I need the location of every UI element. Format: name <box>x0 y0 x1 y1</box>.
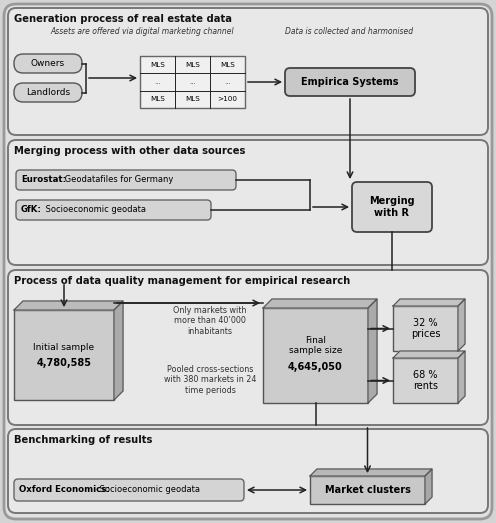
Polygon shape <box>14 301 123 310</box>
Polygon shape <box>393 299 465 306</box>
Text: Pooled cross-sections
with 380 markets in 24
time periods: Pooled cross-sections with 380 markets i… <box>164 365 256 395</box>
Text: ...: ... <box>189 79 196 85</box>
Polygon shape <box>393 351 465 358</box>
Text: Owners: Owners <box>31 59 65 68</box>
Text: 4,780,585: 4,780,585 <box>37 358 91 368</box>
FancyBboxPatch shape <box>352 182 432 232</box>
Text: MLS: MLS <box>220 62 235 67</box>
Polygon shape <box>458 351 465 403</box>
Text: Oxford Economics:: Oxford Economics: <box>19 485 110 495</box>
FancyBboxPatch shape <box>14 54 82 73</box>
Bar <box>393 358 458 403</box>
Bar <box>310 476 425 504</box>
FancyBboxPatch shape <box>8 429 488 513</box>
Text: Merging
with R: Merging with R <box>369 196 415 218</box>
Polygon shape <box>368 299 377 403</box>
Text: Generation process of real estate data: Generation process of real estate data <box>14 14 232 24</box>
Text: ...: ... <box>154 79 161 85</box>
Text: MLS: MLS <box>185 96 200 103</box>
Text: Process of data quality management for empirical research: Process of data quality management for e… <box>14 276 350 286</box>
FancyBboxPatch shape <box>8 270 488 425</box>
Text: ...: ... <box>224 79 231 85</box>
Text: Socioeconomic geodata: Socioeconomic geodata <box>43 206 146 214</box>
Text: Market clusters: Market clusters <box>324 485 410 495</box>
FancyBboxPatch shape <box>285 68 415 96</box>
FancyBboxPatch shape <box>4 4 492 519</box>
Text: 4,645,050: 4,645,050 <box>288 362 343 372</box>
Bar <box>263 308 368 403</box>
Text: Benchmarking of results: Benchmarking of results <box>14 435 152 445</box>
FancyBboxPatch shape <box>16 170 236 190</box>
Text: Assets are offered via digital marketing channel: Assets are offered via digital marketing… <box>50 27 234 36</box>
Text: GfK:: GfK: <box>21 206 42 214</box>
Bar <box>14 310 114 400</box>
Text: Empirica Systems: Empirica Systems <box>301 77 399 87</box>
Text: Initial sample: Initial sample <box>33 343 95 351</box>
Polygon shape <box>425 469 432 504</box>
Text: Only markets with
more than 40’000
inhabitants: Only markets with more than 40’000 inhab… <box>173 306 247 336</box>
Polygon shape <box>114 301 123 400</box>
Text: Final
sample size: Final sample size <box>289 336 342 355</box>
Text: Landlords: Landlords <box>26 88 70 97</box>
Text: >100: >100 <box>218 96 238 103</box>
Bar <box>140 56 245 108</box>
Polygon shape <box>310 469 432 476</box>
Text: Data is collected and harmonised: Data is collected and harmonised <box>285 27 413 36</box>
Text: 32 %
prices: 32 % prices <box>411 317 440 339</box>
Bar <box>393 306 458 351</box>
Text: Merging process with other data sources: Merging process with other data sources <box>14 146 246 156</box>
FancyBboxPatch shape <box>14 479 244 501</box>
FancyBboxPatch shape <box>8 8 488 135</box>
Text: MLS: MLS <box>185 62 200 67</box>
FancyBboxPatch shape <box>8 140 488 265</box>
Polygon shape <box>458 299 465 351</box>
Text: Eurostat:: Eurostat: <box>21 176 66 185</box>
FancyBboxPatch shape <box>14 83 82 102</box>
Text: 68 %
rents: 68 % rents <box>413 370 438 391</box>
Text: MLS: MLS <box>150 96 165 103</box>
FancyBboxPatch shape <box>16 200 211 220</box>
Polygon shape <box>263 299 377 308</box>
Text: Socioeconomic geodata: Socioeconomic geodata <box>97 485 200 495</box>
Text: Geodatafiles for Germany: Geodatafiles for Germany <box>62 176 174 185</box>
Text: MLS: MLS <box>150 62 165 67</box>
